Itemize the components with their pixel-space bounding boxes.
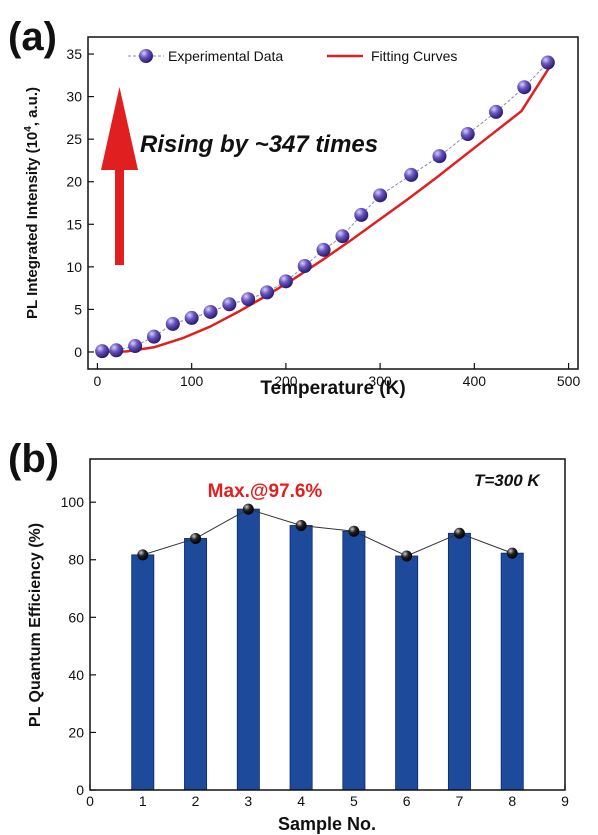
rising-arrow-icon [101, 87, 138, 265]
y-tick-label-a-7: 35 [66, 46, 82, 62]
qe-point-3 [242, 503, 254, 515]
x-tick-label-a-3: 300 [368, 373, 392, 389]
x-tick-label-b-3: 3 [244, 793, 252, 809]
experimental-point-21 [540, 55, 555, 70]
x-tick-label-b-2: 2 [192, 793, 200, 809]
bar-sample-7 [447, 532, 471, 791]
chart-b-frame [89, 458, 566, 791]
temperature-annotation: T=300 K [474, 471, 541, 490]
experimental-point-4 [165, 316, 180, 331]
chart-a-frame [87, 36, 579, 370]
qe-point-4 [295, 519, 307, 531]
experimental-point-3 [146, 329, 161, 344]
bar-sample-5 [342, 530, 366, 791]
chart-b-y-title: PL Quantum Efficiency (%) [27, 523, 44, 727]
max-annotation: Max.@97.6% [208, 481, 323, 502]
qe-point-7 [453, 527, 465, 539]
qe-point-8 [506, 547, 518, 559]
y-tick-label-a-2: 10 [66, 259, 82, 275]
y-tick-label-a-4: 20 [66, 174, 82, 190]
experimental-point-14 [354, 207, 369, 222]
experimental-point-15 [373, 188, 388, 203]
x-tick-label-a-4: 400 [463, 373, 487, 389]
x-tick-label-a-1: 100 [180, 373, 204, 389]
x-tick-label-a-0: 0 [94, 373, 102, 389]
experimental-point-20 [517, 80, 532, 95]
chart-a-y-title-part2: , a.u.) [24, 87, 41, 126]
experimental-point-10 [278, 274, 293, 289]
bar-sample-3 [236, 508, 260, 791]
experimental-point-1 [109, 343, 124, 358]
y-tick-label-a-6: 30 [66, 89, 82, 105]
y-tick-label-b-5: 100 [61, 494, 85, 510]
chart-a-y-title: PL Integrated Intensity (104, a.u.) [23, 87, 41, 319]
experimental-point-5 [184, 310, 199, 325]
y-tick-label-b-4: 80 [68, 552, 84, 568]
x-tick-label-b-7: 7 [456, 793, 464, 809]
x-tick-label-b-0: 0 [86, 793, 94, 809]
qe-connector-line [142, 508, 513, 557]
chart-b-x-title: Sample No. [278, 814, 376, 834]
bar-sample-2 [184, 538, 208, 791]
legend-experimental-marker [139, 49, 153, 63]
chart-a-legend: Experimental Data Fitting Curves [128, 48, 457, 64]
legend-experimental-label: Experimental Data [168, 48, 283, 64]
x-tick-label-a-2: 200 [274, 373, 298, 389]
experimental-point-12 [316, 242, 331, 257]
experimental-point-13 [335, 229, 350, 244]
x-tick-label-b-4: 4 [297, 793, 305, 809]
experimental-point-19 [489, 104, 504, 119]
rising-annotation: Rising by ~347 times [140, 131, 378, 158]
bar-sample-4 [289, 525, 313, 791]
bar-sample-6 [395, 555, 419, 791]
chart-a-plot-area: 0 100 200 300 400 500 0 5 10 15 20 25 30 35 [66, 46, 580, 389]
x-tick-label-b-5: 5 [350, 793, 358, 809]
qe-point-1 [137, 549, 149, 561]
experimental-point-0 [95, 344, 110, 359]
panel-a-label: (a) [8, 15, 57, 59]
experimental-point-9 [260, 285, 275, 300]
legend-fit-label: Fitting Curves [371, 48, 457, 64]
qe-point-2 [190, 532, 202, 544]
chart-a-y-title-sup: 4 [23, 126, 34, 132]
chart-b: (b) 0 1 2 3 4 5 6 7 8 9 0 20 40 60 80 100 Max.@97.6% T=… [8, 437, 569, 834]
experimental-connector-line [102, 62, 549, 352]
x-tick-label-b-6: 6 [403, 793, 411, 809]
qe-point-5 [348, 525, 360, 537]
y-tick-label-a-0: 0 [74, 344, 82, 360]
experimental-point-6 [203, 304, 218, 319]
x-tick-label-a-5: 500 [557, 373, 581, 389]
experimental-point-8 [241, 292, 256, 307]
y-tick-label-b-0: 0 [76, 782, 84, 798]
bar-sample-8 [500, 552, 524, 791]
chart-a: (a) 0 100 200 300 400 500 0 5 10 15 20 25 30 35 Exper… [8, 15, 580, 399]
experimental-point-18 [460, 127, 475, 142]
experimental-point-16 [404, 167, 419, 182]
chart-a-x-title: Temperature (K) [260, 378, 405, 399]
experimental-point-11 [297, 258, 312, 273]
x-tick-label-b-1: 1 [139, 793, 147, 809]
bar-sample-1 [131, 554, 155, 791]
fitting-curve-line [97, 66, 551, 354]
y-tick-label-a-1: 5 [74, 301, 82, 317]
chart-a-y-title-part1: PL Integrated Intensity (10 [24, 132, 41, 319]
experimental-point-17 [432, 149, 447, 164]
panel-b-label: (b) [8, 437, 59, 481]
qe-point-6 [401, 550, 413, 562]
chart-b-plot-area: 0 1 2 3 4 5 6 7 8 9 0 20 40 60 80 100 [61, 494, 569, 809]
x-tick-label-b-8: 8 [508, 793, 516, 809]
y-tick-label-b-3: 60 [68, 609, 84, 625]
experimental-point-7 [222, 297, 237, 312]
y-tick-label-a-5: 25 [66, 131, 82, 147]
y-tick-label-b-1: 20 [68, 724, 84, 740]
experimental-point-2 [128, 339, 143, 354]
y-tick-label-a-3: 15 [66, 216, 82, 232]
y-tick-label-b-2: 40 [68, 667, 84, 683]
x-tick-label-b-9: 9 [561, 793, 569, 809]
